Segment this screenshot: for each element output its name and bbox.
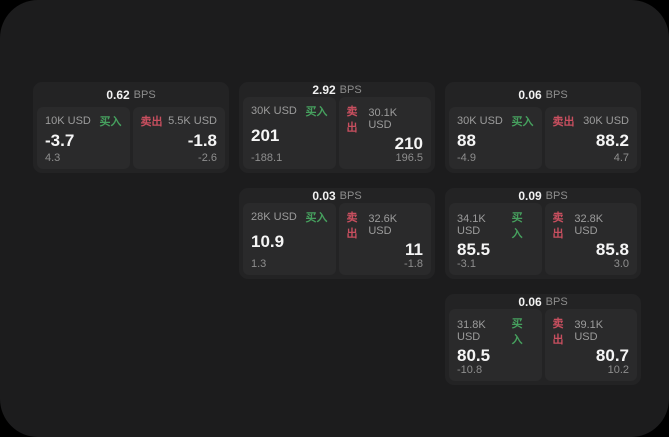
spread-value: 2.92 bbox=[312, 82, 336, 97]
sell-label: 卖出 bbox=[552, 318, 564, 346]
sell-panel[interactable]: 卖出 30.1K USD 210 196.5 bbox=[338, 97, 431, 169]
quote-panels: 34.1K USD 买入 85.5 -3.1 卖出 32.8K USD 85.8… bbox=[449, 203, 637, 275]
cards-grid: 0.62 BPS 10K USD 买入 -3.7 4.3 卖出 5.5K USD… bbox=[33, 82, 641, 385]
sell-amount: 30.1K USD bbox=[368, 107, 398, 131]
sell-amount: 30K USD bbox=[583, 115, 629, 127]
quote-panels: 30K USD 买入 201 -188.1 卖出 30.1K USD 210 1… bbox=[243, 97, 431, 169]
sell-label: 卖出 bbox=[552, 116, 575, 128]
sell-panel[interactable]: 卖出 32.6K USD 11 -1.8 bbox=[338, 203, 431, 275]
sell-delta: 3.0 bbox=[613, 258, 629, 270]
buy-panel[interactable]: 10K USD 买入 -3.7 4.3 bbox=[37, 107, 130, 169]
sell-price: 210 bbox=[394, 134, 423, 153]
spread-unit: BPS bbox=[545, 88, 568, 101]
quote-card: 0.06 BPS 30K USD 买入 88 -4.9 卖出 30K USD 8… bbox=[445, 82, 641, 173]
buy-amount: 28K USD bbox=[251, 211, 297, 223]
buy-price: 201 bbox=[251, 126, 280, 145]
sell-label: 卖出 bbox=[346, 212, 358, 240]
buy-panel[interactable]: 31.8K USD 买入 80.5 -10.8 bbox=[449, 309, 542, 381]
sell-price: 88.2 bbox=[595, 131, 629, 150]
sell-delta: -2.6 bbox=[198, 152, 217, 164]
buy-delta: 4.3 bbox=[45, 152, 61, 164]
quote-card: 0.06 BPS 31.8K USD 买入 80.5 -10.8 卖出 39.1… bbox=[445, 294, 641, 385]
spread-value: 0.06 bbox=[518, 87, 542, 102]
spread-value: 0.06 bbox=[518, 294, 542, 309]
quote-card: 2.92 BPS 30K USD 买入 201 -188.1 卖出 30.1K … bbox=[239, 82, 435, 173]
sell-panel[interactable]: 卖出 5.5K USD -1.8 -2.6 bbox=[132, 107, 225, 169]
quote-panels: 30K USD 买入 88 -4.9 卖出 30K USD 88.2 4.7 bbox=[449, 107, 637, 169]
sell-price: 11 bbox=[405, 240, 423, 259]
quote-card: 0.03 BPS 28K USD 买入 10.9 1.3 卖出 32.6K US… bbox=[239, 188, 435, 279]
buy-amount: 31.8K USD bbox=[457, 319, 486, 343]
buy-amount: 30K USD bbox=[251, 105, 297, 117]
buy-label: 买入 bbox=[511, 212, 523, 240]
sell-label: 卖出 bbox=[552, 212, 564, 240]
sell-label: 卖出 bbox=[140, 116, 163, 128]
sell-amount: 32.8K USD bbox=[574, 213, 604, 237]
quote-panels: 31.8K USD 买入 80.5 -10.8 卖出 39.1K USD 80.… bbox=[449, 309, 637, 381]
buy-label: 买入 bbox=[99, 116, 122, 128]
buy-amount: 10K USD bbox=[45, 115, 91, 127]
buy-price: 85.5 bbox=[457, 240, 491, 259]
sell-delta: 10.2 bbox=[607, 364, 629, 376]
spread-unit: BPS bbox=[545, 189, 568, 202]
buy-panel[interactable]: 30K USD 买入 201 -188.1 bbox=[243, 97, 336, 169]
sell-delta: 4.7 bbox=[613, 152, 629, 164]
buy-amount: 30K USD bbox=[457, 115, 503, 127]
buy-delta: -4.9 bbox=[457, 152, 476, 164]
sell-delta: -1.8 bbox=[404, 258, 423, 270]
spread-value: 0.09 bbox=[518, 188, 542, 203]
sell-delta: 196.5 bbox=[395, 152, 423, 164]
quote-panels: 10K USD 买入 -3.7 4.3 卖出 5.5K USD -1.8 -2.… bbox=[37, 107, 225, 169]
spread-header: 0.09 BPS bbox=[449, 188, 637, 203]
sell-panel[interactable]: 卖出 30K USD 88.2 4.7 bbox=[544, 107, 637, 169]
buy-delta: -10.8 bbox=[457, 364, 483, 376]
spread-header: 0.06 BPS bbox=[449, 82, 637, 107]
buy-label: 买入 bbox=[511, 318, 523, 346]
sell-price: -1.8 bbox=[187, 131, 217, 150]
spread-unit: BPS bbox=[339, 189, 362, 202]
buy-label: 买入 bbox=[305, 106, 328, 118]
buy-label: 买入 bbox=[511, 116, 534, 128]
spread-header: 0.03 BPS bbox=[243, 188, 431, 203]
spread-unit: BPS bbox=[545, 295, 568, 308]
buy-delta: -3.1 bbox=[457, 258, 476, 270]
spread-header: 2.92 BPS bbox=[243, 82, 431, 97]
sell-amount: 32.6K USD bbox=[368, 213, 398, 237]
sell-amount: 5.5K USD bbox=[168, 115, 217, 127]
buy-panel[interactable]: 30K USD 买入 88 -4.9 bbox=[449, 107, 542, 169]
spread-value: 0.62 bbox=[106, 87, 130, 102]
sell-price: 80.7 bbox=[595, 346, 629, 365]
buy-price: 10.9 bbox=[251, 232, 285, 251]
buy-delta: -188.1 bbox=[251, 152, 283, 164]
spread-value: 0.03 bbox=[312, 188, 336, 203]
spread-header: 0.06 BPS bbox=[449, 294, 637, 309]
sell-amount: 39.1K USD bbox=[574, 319, 604, 343]
quote-card: 0.62 BPS 10K USD 买入 -3.7 4.3 卖出 5.5K USD… bbox=[33, 82, 229, 173]
spread-unit: BPS bbox=[133, 88, 156, 101]
spread-header: 0.62 BPS bbox=[37, 82, 225, 107]
buy-price: -3.7 bbox=[45, 131, 75, 150]
quote-card: 0.09 BPS 34.1K USD 买入 85.5 -3.1 卖出 32.8K… bbox=[445, 188, 641, 279]
sell-label: 卖出 bbox=[346, 106, 358, 134]
buy-amount: 34.1K USD bbox=[457, 213, 486, 237]
sell-price: 85.8 bbox=[595, 240, 629, 259]
quote-panels: 28K USD 买入 10.9 1.3 卖出 32.6K USD 11 -1.8 bbox=[243, 203, 431, 275]
buy-price: 88 bbox=[457, 131, 476, 150]
spread-unit: BPS bbox=[339, 83, 362, 96]
buy-panel[interactable]: 28K USD 买入 10.9 1.3 bbox=[243, 203, 336, 275]
sell-panel[interactable]: 卖出 32.8K USD 85.8 3.0 bbox=[544, 203, 637, 275]
buy-panel[interactable]: 34.1K USD 买入 85.5 -3.1 bbox=[449, 203, 542, 275]
buy-price: 80.5 bbox=[457, 346, 491, 365]
sell-panel[interactable]: 卖出 39.1K USD 80.7 10.2 bbox=[544, 309, 637, 381]
buy-delta: 1.3 bbox=[251, 258, 267, 270]
buy-label: 买入 bbox=[305, 212, 328, 224]
